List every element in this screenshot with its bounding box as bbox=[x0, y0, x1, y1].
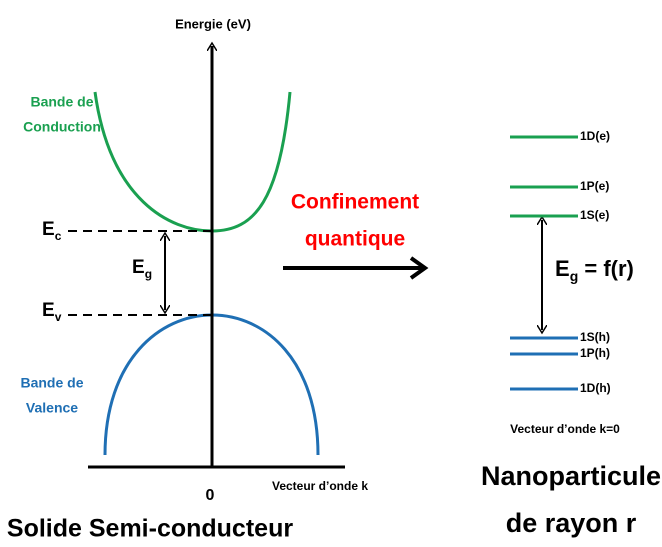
right-caption: Nanoparticule bbox=[481, 461, 661, 491]
level-label: 1D(h) bbox=[580, 381, 611, 395]
text: E bbox=[555, 256, 570, 281]
level-label: 1P(h) bbox=[580, 346, 610, 360]
ec-label: Ec bbox=[42, 219, 62, 243]
right-axis-label: Vecteur d’onde k=0 bbox=[510, 422, 620, 436]
level-label: 1P(e) bbox=[580, 179, 609, 193]
arrow-label: Confinement bbox=[291, 191, 419, 214]
band-label: Bande de bbox=[20, 375, 83, 391]
level-label: 1S(e) bbox=[580, 208, 609, 222]
text: E bbox=[42, 219, 55, 240]
level-label: 1S(h) bbox=[580, 330, 610, 344]
level-label: 1D(e) bbox=[580, 129, 610, 143]
x-axis-label: Vecteur d’onde k bbox=[272, 479, 368, 493]
text: = f(r) bbox=[578, 256, 634, 281]
right-caption: de rayon r bbox=[506, 508, 637, 538]
band-label: Conduction bbox=[23, 119, 101, 135]
conduction-curve bbox=[93, 91, 292, 233]
origin-label: 0 bbox=[206, 487, 215, 504]
eg-label: Eg bbox=[132, 257, 152, 281]
band-label: Bande de bbox=[30, 94, 93, 110]
y-axis-label: Energie (eV) bbox=[175, 16, 251, 31]
left-caption: Solide Semi-conducteur bbox=[7, 515, 293, 543]
text: g bbox=[145, 267, 152, 281]
band-label: Valence bbox=[26, 400, 78, 416]
text: v bbox=[55, 310, 62, 324]
text: E bbox=[132, 257, 145, 278]
text: g bbox=[570, 268, 579, 284]
eg-right-label: Eg = f(r) bbox=[555, 256, 634, 284]
text: E bbox=[42, 300, 55, 321]
ev-label: Ev bbox=[42, 300, 62, 324]
arrow-label: quantique bbox=[305, 228, 405, 251]
text: c bbox=[55, 229, 62, 243]
